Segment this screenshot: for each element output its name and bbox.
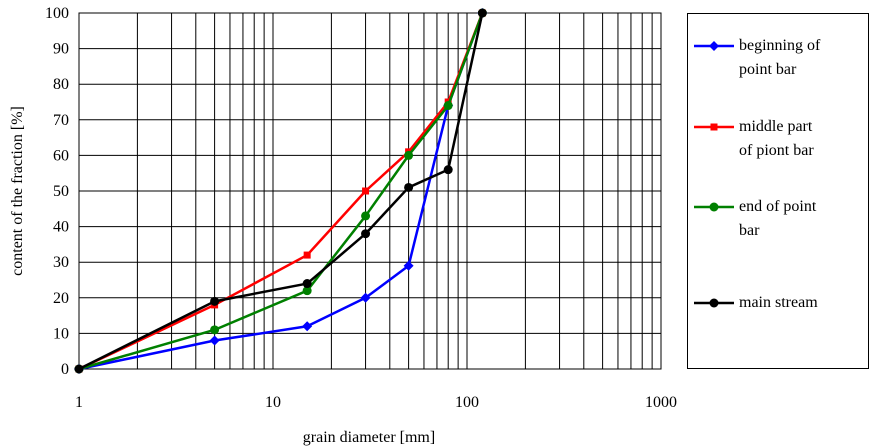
data-point <box>404 183 413 192</box>
data-point <box>404 151 413 160</box>
y-tick-label: 20 <box>53 290 69 307</box>
data-point <box>210 325 219 334</box>
data-point <box>444 165 453 174</box>
legend-label-line: main stream <box>739 291 867 315</box>
data-point <box>210 297 219 306</box>
x-tick-label: 1000 <box>645 394 677 411</box>
legend-label-line: middle part <box>739 115 867 139</box>
y-tick-label: 50 <box>53 183 69 200</box>
y-tick-label: 10 <box>53 325 69 342</box>
legend-label: main stream <box>739 291 867 315</box>
y-tick-label: 70 <box>53 112 69 129</box>
legend-swatch <box>694 121 734 133</box>
data-point <box>75 365 84 374</box>
legend-marker <box>711 124 718 131</box>
x-axis-label: grain diameter [mm] <box>303 429 435 446</box>
y-tick-label: 0 <box>61 361 69 378</box>
legend-label-line: of piont bar <box>739 139 867 163</box>
legend-label-line: beginning of <box>739 34 867 58</box>
x-tick-label: 1 <box>75 394 83 411</box>
grid <box>79 13 661 369</box>
y-tick-label: 60 <box>53 147 69 164</box>
y-tick-label: 30 <box>53 254 69 271</box>
data-point <box>303 279 312 288</box>
y-tick-label: 40 <box>53 219 69 236</box>
y-axis-label: content of the fraction [%] <box>9 106 26 276</box>
x-tick-label: 10 <box>265 394 281 411</box>
legend: beginning of point bar middle part of piont… <box>687 13 869 369</box>
data-point <box>361 211 370 220</box>
legend-swatch <box>694 201 734 213</box>
data-point <box>444 101 453 110</box>
y-tick-label: 100 <box>45 5 69 22</box>
legend-label: middle part of piont bar <box>739 115 867 163</box>
data-point <box>302 321 312 331</box>
legend-swatch <box>694 297 734 309</box>
legend-label-line: end of point <box>739 195 867 219</box>
data-point <box>210 336 220 346</box>
data-point <box>362 188 369 195</box>
legend-label-line: bar <box>739 219 867 243</box>
y-tick-label: 80 <box>53 76 69 93</box>
x-tick-label: 100 <box>455 394 479 411</box>
legend-label: beginning of point bar <box>739 34 867 82</box>
legend-marker <box>710 203 719 212</box>
legend-marker <box>709 41 719 51</box>
legend-swatch <box>694 40 734 52</box>
legend-label-line: point bar <box>739 58 867 82</box>
data-point <box>304 252 311 259</box>
legend-label: end of point bar <box>739 195 867 243</box>
data-point <box>478 9 487 18</box>
y-tick-label: 90 <box>53 41 69 58</box>
legend-marker <box>710 299 719 308</box>
data-point <box>361 229 370 238</box>
